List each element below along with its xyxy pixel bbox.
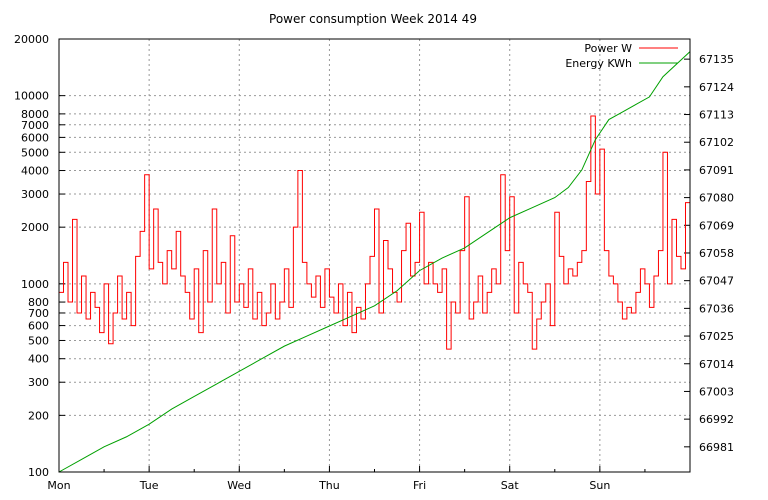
y-left-tick-label: 100 xyxy=(28,466,49,479)
y-right-tick-label: 67113 xyxy=(699,109,734,122)
chart-title: Power consumption Week 2014 49 xyxy=(269,12,477,26)
y-left-tick-label: 200 xyxy=(28,409,49,422)
y-left-tick-label: 3000 xyxy=(21,188,49,201)
y-left-tick-label: 1000 xyxy=(21,278,49,291)
x-tick-label: Sun xyxy=(589,479,610,492)
y-right-tick-label: 67003 xyxy=(699,385,734,398)
y-right-tick-label: 67036 xyxy=(699,302,734,315)
x-tick-label: Sat xyxy=(501,479,520,492)
y-right-tick-label: 67102 xyxy=(699,136,734,149)
y-left-tick-label: 10000 xyxy=(14,90,49,103)
y-left-tick-label: 800 xyxy=(28,296,49,309)
y-right-tick-label: 67080 xyxy=(699,192,734,205)
y-left-tick-label: 700 xyxy=(28,307,49,320)
y-right-tick-label: 67069 xyxy=(699,219,734,232)
series-line-power xyxy=(59,115,691,350)
y-right-tick-labels: 66981 66992 67003 67014 67025 67036 67047 67058… xyxy=(699,53,734,454)
x-tick-label: Fri xyxy=(413,479,426,492)
y-left-tick-label: 8000 xyxy=(21,108,49,121)
x-tick-label: Wed xyxy=(227,479,251,492)
y-right-tick-label: 66992 xyxy=(699,413,734,426)
y-left-tick-label: 500 xyxy=(28,334,49,347)
y-right-tick-label: 67135 xyxy=(699,53,734,66)
y-left-tick-label: 2000 xyxy=(21,221,49,234)
x-tick-label: Mon xyxy=(47,479,70,492)
x-tick-label: Thu xyxy=(318,479,340,492)
data-series xyxy=(58,51,691,473)
y-left-tick-label: 6000 xyxy=(21,131,49,144)
y-right-tick-label: 67014 xyxy=(699,358,734,371)
x-tick-labels: Mon Tue Wed Thu Fri Sat Sun xyxy=(47,479,610,492)
y-left-tick-label: 400 xyxy=(28,353,49,366)
y-left-tick-label: 4000 xyxy=(21,165,49,178)
y-right-tick-label: 67047 xyxy=(699,275,734,288)
y-right-tick-label: 66981 xyxy=(699,441,734,454)
x-tick-label: Tue xyxy=(139,479,159,492)
y-left-tick-label: 7000 xyxy=(21,119,49,132)
legend: Power W Energy KWh xyxy=(565,42,678,70)
legend-label-power: Power W xyxy=(584,42,632,55)
y-right-tick-label: 67025 xyxy=(699,330,734,343)
y-right-tick-label: 67058 xyxy=(699,247,734,260)
y-left-tick-label: 600 xyxy=(28,320,49,333)
y-left-tick-label: 20000 xyxy=(14,33,49,46)
legend-label-energy: Energy KWh xyxy=(565,57,632,70)
y-left-tick-label: 5000 xyxy=(21,146,49,159)
grid-lines xyxy=(58,38,690,473)
series-line-energy xyxy=(58,51,691,473)
y-left-tick-label: 300 xyxy=(28,376,49,389)
y-right-tick-label: 67124 xyxy=(699,81,734,94)
plot-frame xyxy=(58,38,691,473)
y-right-tick-label: 67091 xyxy=(699,164,734,177)
